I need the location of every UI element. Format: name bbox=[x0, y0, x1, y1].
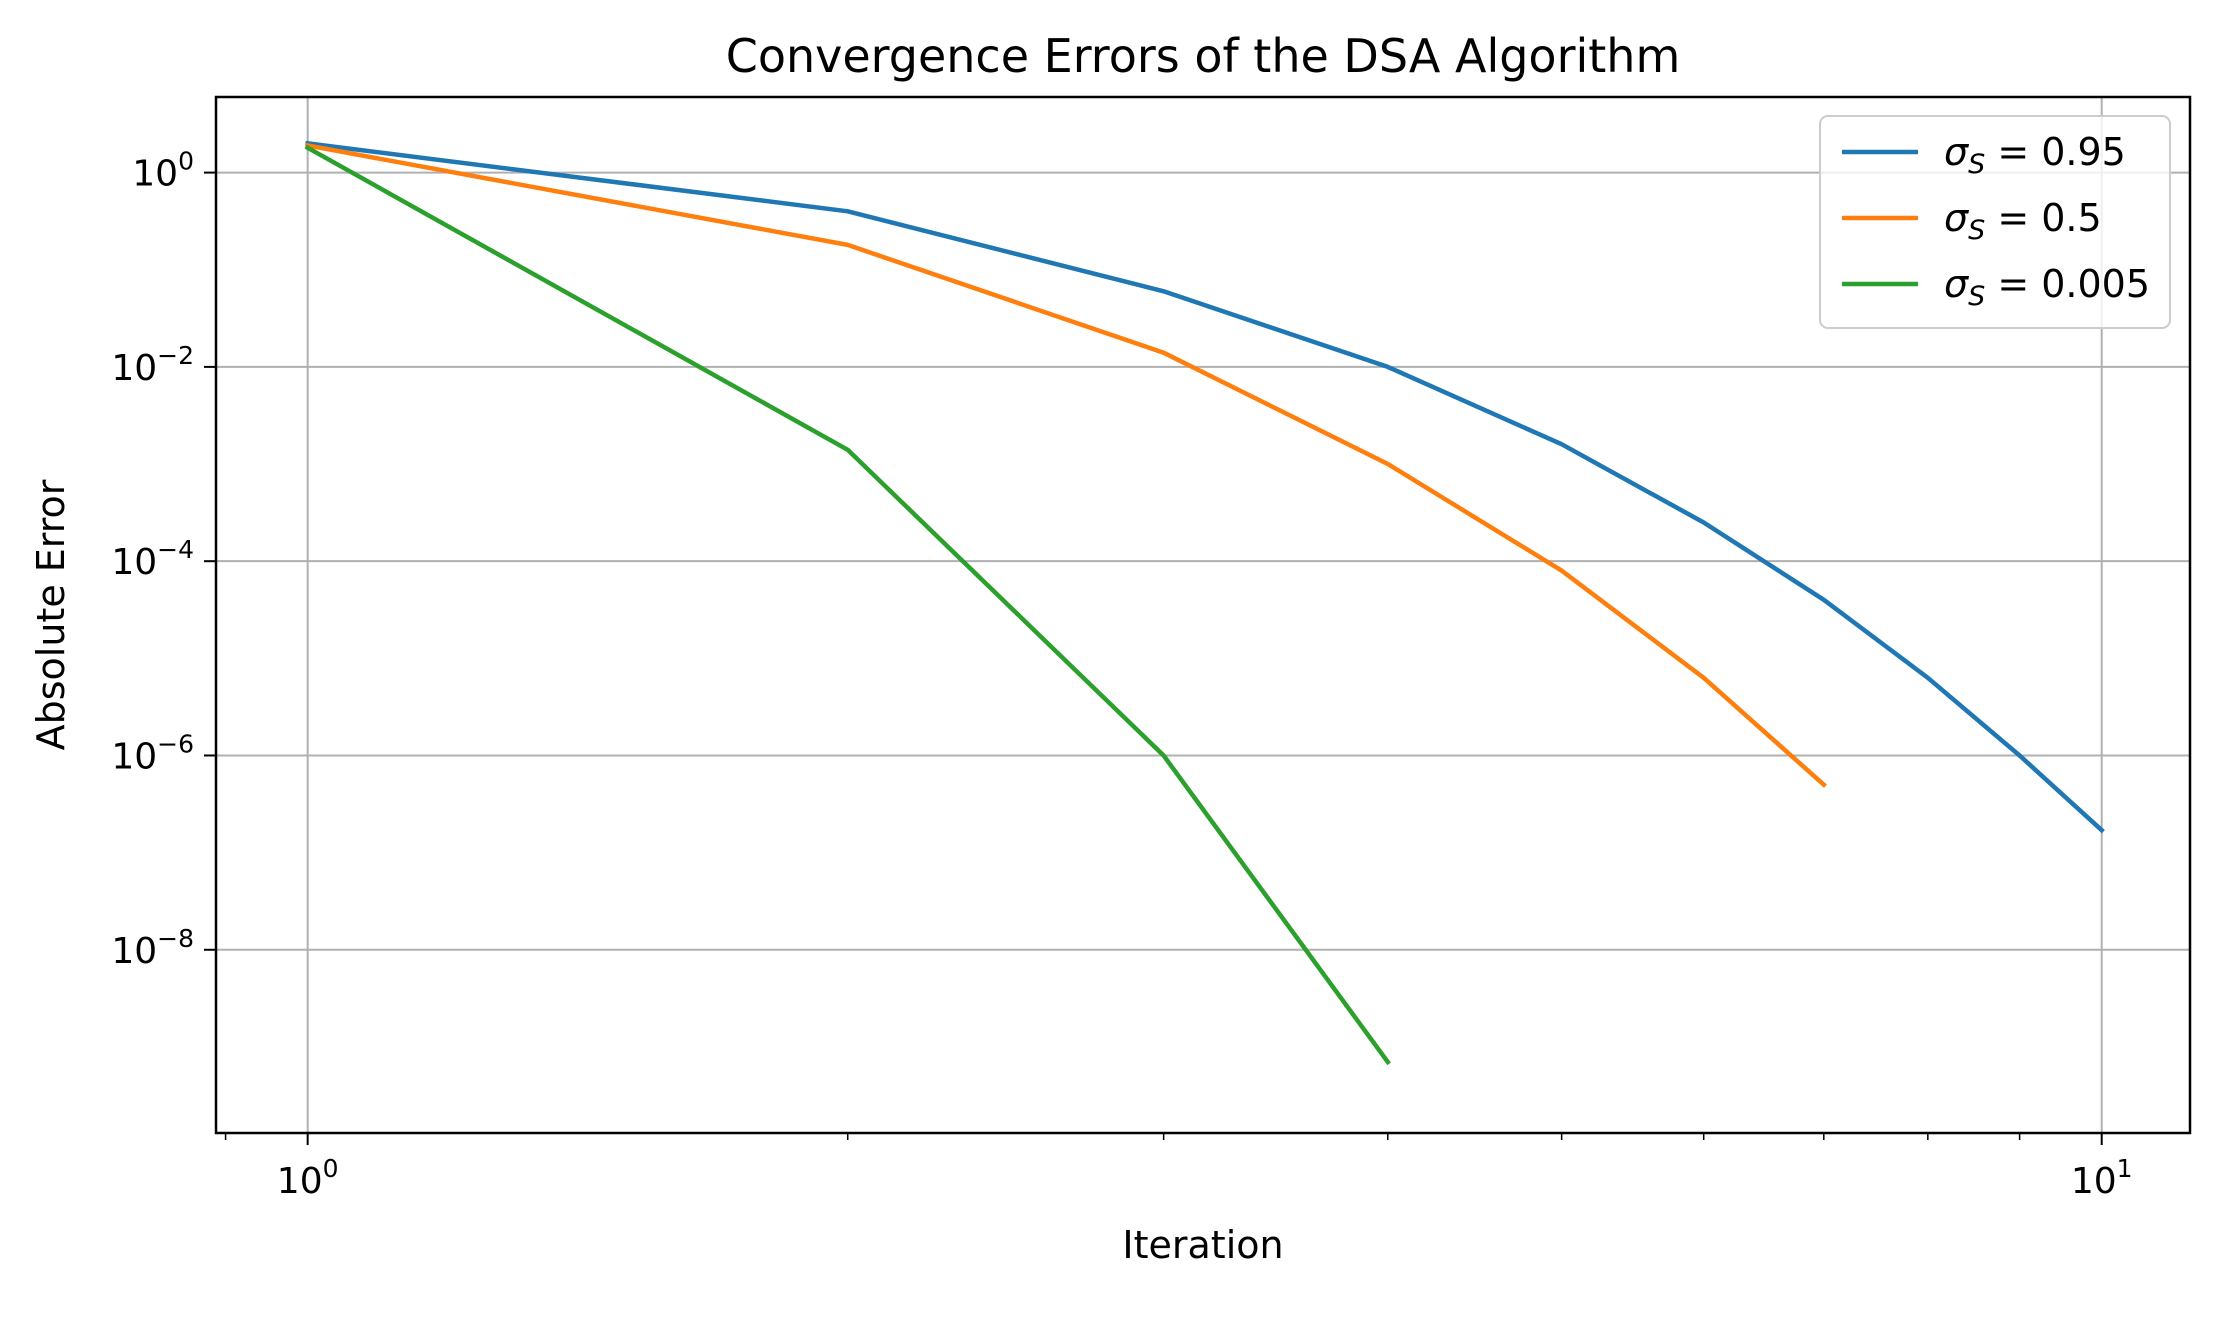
legend-label-1: σS = 0.5 bbox=[1944, 196, 2102, 246]
legend-box bbox=[1819, 115, 2171, 329]
y-tick-label: 10−4 bbox=[111, 535, 194, 583]
y-tick-label: 100 bbox=[132, 147, 194, 195]
y-tick-label: 10−8 bbox=[111, 924, 194, 972]
x-tick-label: 101 bbox=[2071, 1154, 2133, 1202]
y-axis-label: Absolute Error bbox=[29, 479, 73, 750]
legend-label-2: σS = 0.005 bbox=[1944, 262, 2150, 312]
series-line-2 bbox=[304, 144, 1391, 1066]
ticks-layer: 100 101 100 10−2 10−4 10−6 10−8 bbox=[111, 147, 2132, 1202]
series-line-0 bbox=[305, 140, 2105, 834]
x-axis-label: Iteration bbox=[1122, 1223, 1283, 1267]
y-tick-label: 10−6 bbox=[111, 729, 194, 777]
legend: σS = 0.95 σS = 0.5 σS = 0.005 bbox=[1819, 115, 2171, 329]
series-layer bbox=[304, 140, 2105, 1066]
legend-entries: σS = 0.95 σS = 0.5 σS = 0.005 bbox=[1842, 130, 2150, 312]
y-tick-label: 10−2 bbox=[111, 341, 194, 389]
plot-frame bbox=[214, 95, 2192, 1135]
x-tick-label: 100 bbox=[277, 1154, 339, 1202]
chart-title: Convergence Errors of the DSA Algorithm bbox=[726, 29, 1681, 83]
series-line-1 bbox=[305, 142, 1827, 788]
legend-label-0: σS = 0.95 bbox=[1944, 130, 2126, 180]
